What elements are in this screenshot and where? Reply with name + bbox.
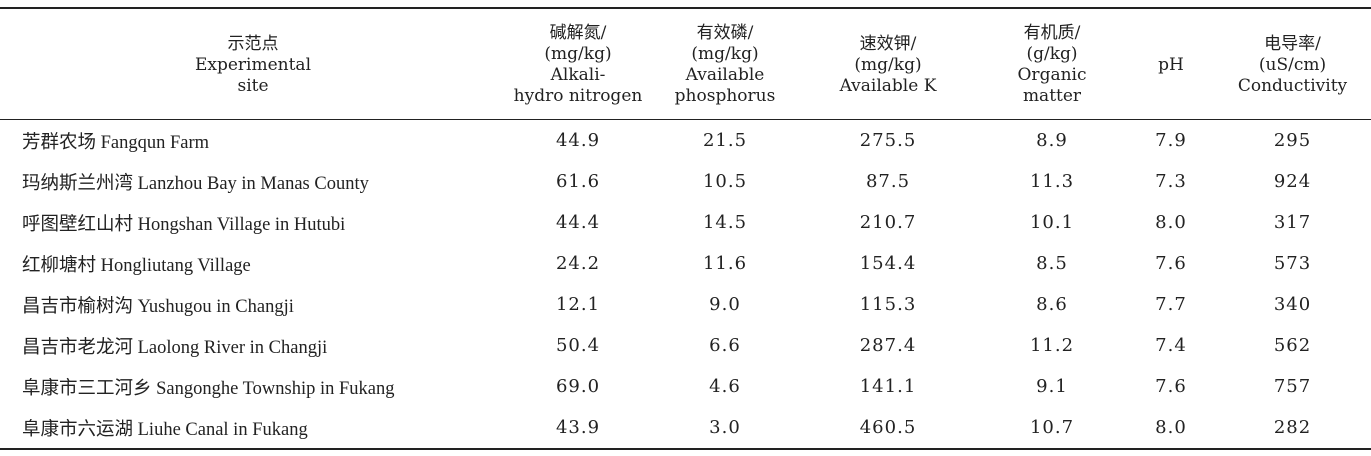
cell-conductivity: 317	[1273, 212, 1312, 233]
cell-potassium: 141.1	[859, 376, 917, 397]
cell-potassium: 210.7	[859, 212, 917, 233]
cell-phosphorus: 4.6	[709, 376, 741, 397]
table-header-row: 示范点 Experimental site 碱解氮/(mg/kg) Alkali-hyd…	[0, 7, 1371, 120]
column-header-line: Experimental	[194, 54, 312, 75]
column-header-line: (mg/kg)	[544, 44, 612, 64]
column-header-line: 速效钾/	[859, 33, 917, 54]
cell-site: 阜康市六运湖 Liuhe Canal in Fukang	[0, 407, 506, 450]
cell-ph: 8.0	[1128, 407, 1214, 450]
cell-organic: 8.5	[1036, 253, 1068, 274]
cell-nitrogen: 69.0	[555, 376, 601, 397]
column-header-line: Conductivity	[1237, 75, 1348, 96]
column-header-line: site	[237, 75, 269, 96]
cell-conductivity: 295	[1273, 130, 1312, 151]
cell-nitrogen: 43.9	[506, 407, 650, 450]
table-row: 玛纳斯兰州湾 Lanzhou Bay in Manas County 61.6 10…	[0, 161, 1371, 202]
cell-phosphorus: 14.5	[702, 212, 748, 233]
table-row: 呼图壁红山村 Hongshan Village in Hutubi 44.4 14.…	[0, 202, 1371, 243]
cell-phosphorus: 6.6	[709, 335, 741, 356]
cell-nitrogen: 12.1	[555, 294, 601, 315]
cell-conductivity: 924	[1273, 171, 1312, 192]
cell-nitrogen: 50.4	[555, 335, 601, 356]
cell-phosphorus: 21.5	[702, 130, 748, 151]
cell-ph: 7.4	[1155, 335, 1187, 356]
cell-nitrogen: 44.4	[555, 212, 601, 233]
column-header-line: 示范点	[227, 33, 279, 54]
cell-conductivity: 757	[1273, 376, 1312, 397]
column-header-line: 有效磷/	[696, 23, 754, 43]
cell-phosphorus: 11.6	[702, 253, 748, 274]
table-row: 芳群农场 Fangqun Farm 44.9 21.5 275.5 8.9 7.9 295	[0, 120, 1371, 162]
column-header-line: (uS/cm)	[1258, 54, 1327, 75]
column-header-line: hydro nitrogen	[513, 86, 643, 106]
cell-ph: 7.6	[1155, 253, 1187, 274]
cell-phosphorus: 9.0	[709, 294, 741, 315]
cell-potassium: 154.4	[859, 253, 917, 274]
table-row: 红柳塘村 Hongliutang Village 24.2 11.6 154.4 8.5…	[0, 243, 1371, 284]
cell-phosphorus: 3.0	[650, 407, 800, 450]
column-header-line: matter	[1022, 86, 1082, 106]
column-header-line: (mg/kg)	[691, 44, 759, 64]
cell-organic: 9.1	[1036, 376, 1068, 397]
table-row: 阜康市三工河乡 Sangonghe Township in Fukang 69.0…	[0, 366, 1371, 407]
column-header-phosphorus: 有效磷/(mg/kg) Available phosphorus	[650, 7, 800, 120]
cell-site: 昌吉市榆树沟 Yushugou in Changji	[22, 296, 294, 317]
cell-nitrogen: 24.2	[555, 253, 601, 274]
cell-organic: 8.6	[1036, 294, 1068, 315]
column-header-line: 有机质/	[1023, 23, 1081, 43]
cell-potassium: 287.4	[859, 335, 917, 356]
cell-site: 呼图壁红山村 Hongshan Village in Hutubi	[22, 214, 346, 235]
column-header-nitrogen: 碱解氮/(mg/kg) Alkali-hydro nitrogen	[506, 7, 650, 120]
column-header-line: 电导率/	[1264, 33, 1321, 54]
cell-potassium: 275.5	[859, 130, 917, 151]
cell-phosphorus: 10.5	[702, 171, 748, 192]
cell-ph: 7.7	[1155, 294, 1187, 315]
soil-properties-table: 示范点 Experimental site 碱解氮/(mg/kg) Alkali-hyd…	[0, 7, 1371, 450]
cell-nitrogen: 61.6	[555, 171, 601, 192]
cell-site: 昌吉市老龙河 Laolong River in Changji	[22, 337, 328, 358]
cell-site: 阜康市三工河乡 Sangonghe Township in Fukang	[22, 378, 395, 399]
cell-ph: 7.6	[1155, 376, 1187, 397]
cell-ph: 7.3	[1155, 171, 1187, 192]
cell-conductivity: 282	[1214, 407, 1371, 450]
cell-conductivity: 562	[1273, 335, 1312, 356]
cell-conductivity: 573	[1273, 253, 1312, 274]
column-header-line: Available	[685, 65, 765, 85]
table-row: 昌吉市榆树沟 Yushugou in Changji 12.1 9.0 115.3 8.…	[0, 284, 1371, 325]
column-header-line: phosphorus	[674, 86, 776, 106]
cell-conductivity: 340	[1273, 294, 1312, 315]
cell-site: 红柳塘村 Hongliutang Village	[22, 255, 251, 276]
column-header-line: pH	[1158, 54, 1184, 75]
column-header-line: Organic	[1017, 65, 1087, 85]
cell-nitrogen: 44.9	[555, 130, 601, 151]
column-header-conductivity: 电导率/(uS/cm) Conductivity	[1214, 7, 1371, 120]
column-header-line: (g/kg)	[1026, 44, 1078, 64]
cell-organic: 10.1	[1029, 212, 1075, 233]
cell-organic: 11.2	[1029, 335, 1075, 356]
cell-ph: 8.0	[1155, 212, 1187, 233]
cell-ph: 7.9	[1155, 130, 1187, 151]
column-header-potassium: 速效钾/(mg/kg) Available K	[800, 7, 976, 120]
column-header-line: Alkali-	[550, 65, 606, 85]
cell-site: 玛纳斯兰州湾 Lanzhou Bay in Manas County	[22, 173, 369, 194]
cell-organic: 11.3	[1029, 171, 1075, 192]
table-row: 昌吉市老龙河 Laolong River in Changji 50.4 6.6 28…	[0, 325, 1371, 366]
cell-site: 芳群农场 Fangqun Farm	[22, 132, 210, 153]
cell-potassium: 87.5	[865, 171, 911, 192]
column-header-organic: 有机质/(g/kg) Organic matter	[976, 7, 1128, 120]
column-header-ph: pH	[1128, 7, 1214, 120]
column-header-line: (mg/kg)	[854, 54, 922, 75]
table-body: 芳群农场 Fangqun Farm 44.9 21.5 275.5 8.9 7.9 295 玛…	[0, 120, 1371, 450]
column-header-site: 示范点 Experimental site	[0, 7, 506, 120]
column-header-line: 碱解氮/	[549, 23, 607, 43]
cell-organic: 10.7	[976, 407, 1128, 450]
cell-potassium: 115.3	[859, 294, 917, 315]
cell-organic: 8.9	[1036, 130, 1068, 151]
table-row: 阜康市六运湖 Liuhe Canal in Fukang 43.9 3.0 460.5…	[0, 407, 1371, 450]
column-header-line: Available K	[839, 75, 937, 96]
cell-potassium: 460.5	[800, 407, 976, 450]
